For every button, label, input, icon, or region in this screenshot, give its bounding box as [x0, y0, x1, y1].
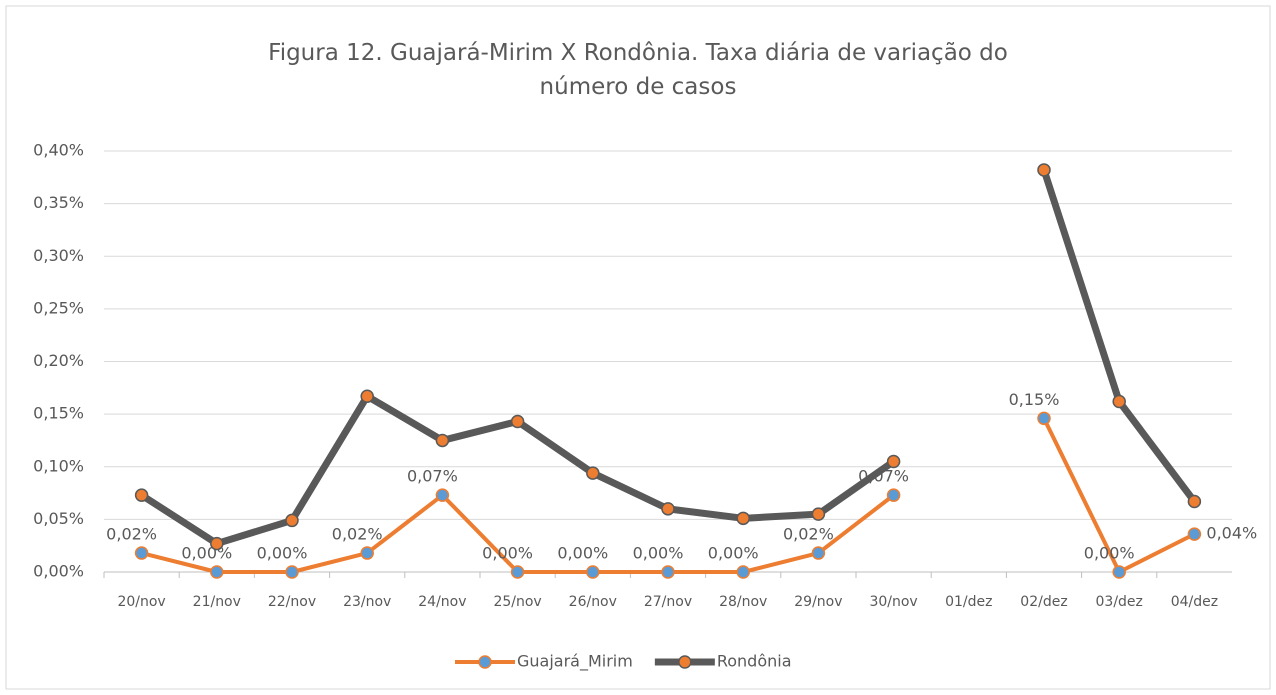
legend-marker [678, 655, 692, 669]
marker [134, 546, 149, 560]
x-tick-label: 02/dez [1020, 594, 1067, 610]
data-label: 0,00% [482, 544, 533, 563]
data-label: 0,00% [708, 544, 759, 563]
x-tick-label: 03/dez [1096, 594, 1143, 610]
y-tick-label: 0,35% [33, 193, 84, 212]
marker [510, 414, 525, 429]
y-tick-label: 0,05% [33, 509, 84, 528]
y-tick-label: 0,00% [33, 562, 84, 581]
marker [1037, 163, 1051, 177]
data-label: 0,00% [633, 544, 684, 563]
y-tick-label: 0,25% [33, 298, 84, 317]
marker [1187, 494, 1202, 509]
data-label: 0,00% [257, 544, 308, 563]
x-tick-label: 04/dez [1171, 594, 1218, 610]
legend-label: Rondônia [717, 652, 792, 671]
x-tick-label: 29/nov [794, 594, 842, 610]
marker [586, 565, 600, 579]
x-tick-label: 28/nov [719, 594, 767, 610]
y-tick-label: 0,20% [33, 351, 84, 370]
data-label: 0,04% [1206, 524, 1257, 543]
legend-label: Guajará_Mirim [517, 652, 633, 672]
marker [360, 546, 374, 560]
marker [1187, 527, 1202, 541]
marker [886, 488, 901, 502]
data-label: 0,00% [557, 544, 608, 563]
data-label: 0,07% [407, 467, 458, 486]
marker [1037, 411, 1051, 426]
marker [886, 454, 901, 469]
marker [210, 565, 224, 579]
marker [661, 502, 675, 516]
data-label: 0,02% [106, 525, 157, 544]
data-label: 0,00% [181, 544, 232, 563]
x-tick-label: 01/dez [945, 594, 992, 610]
x-tick-label: 26/nov [569, 594, 617, 610]
marker [134, 488, 149, 502]
marker [736, 511, 750, 526]
data-label: 0,15% [1009, 390, 1060, 409]
data-label: 0,00% [1084, 544, 1135, 563]
marker [1112, 394, 1126, 409]
legend-marker [478, 655, 492, 669]
data-label: 0,02% [783, 525, 834, 544]
y-tick-label: 0,10% [33, 456, 84, 475]
marker [811, 507, 826, 521]
marker [360, 389, 374, 403]
x-tick-label: 21/nov [193, 594, 241, 610]
marker [661, 565, 675, 579]
marker [736, 565, 750, 579]
marker [285, 565, 299, 579]
marker [210, 536, 224, 551]
x-tick-label: 30/nov [869, 594, 917, 610]
marker [811, 546, 826, 560]
x-tick-label: 23/nov [343, 594, 391, 610]
marker [586, 466, 600, 480]
x-tick-label: 25/nov [493, 594, 541, 610]
marker [435, 488, 450, 502]
chart-title: Figura 12. Guajará-Mirim X Rondônia. Tax… [268, 40, 1008, 100]
x-tick-label: 22/nov [268, 594, 316, 610]
x-tick-label: 24/nov [418, 594, 466, 610]
marker [510, 565, 525, 579]
y-tick-label: 0,40% [33, 141, 84, 160]
y-tick-label: 0,15% [33, 404, 84, 423]
x-tick-label: 27/nov [644, 594, 692, 610]
y-tick-label: 0,30% [33, 246, 84, 265]
data-label: 0,02% [332, 525, 383, 544]
marker [1112, 565, 1126, 579]
marker [435, 433, 450, 448]
x-tick-label: 20/nov [117, 594, 165, 610]
chart-border [5, 5, 1271, 690]
marker [285, 513, 299, 528]
